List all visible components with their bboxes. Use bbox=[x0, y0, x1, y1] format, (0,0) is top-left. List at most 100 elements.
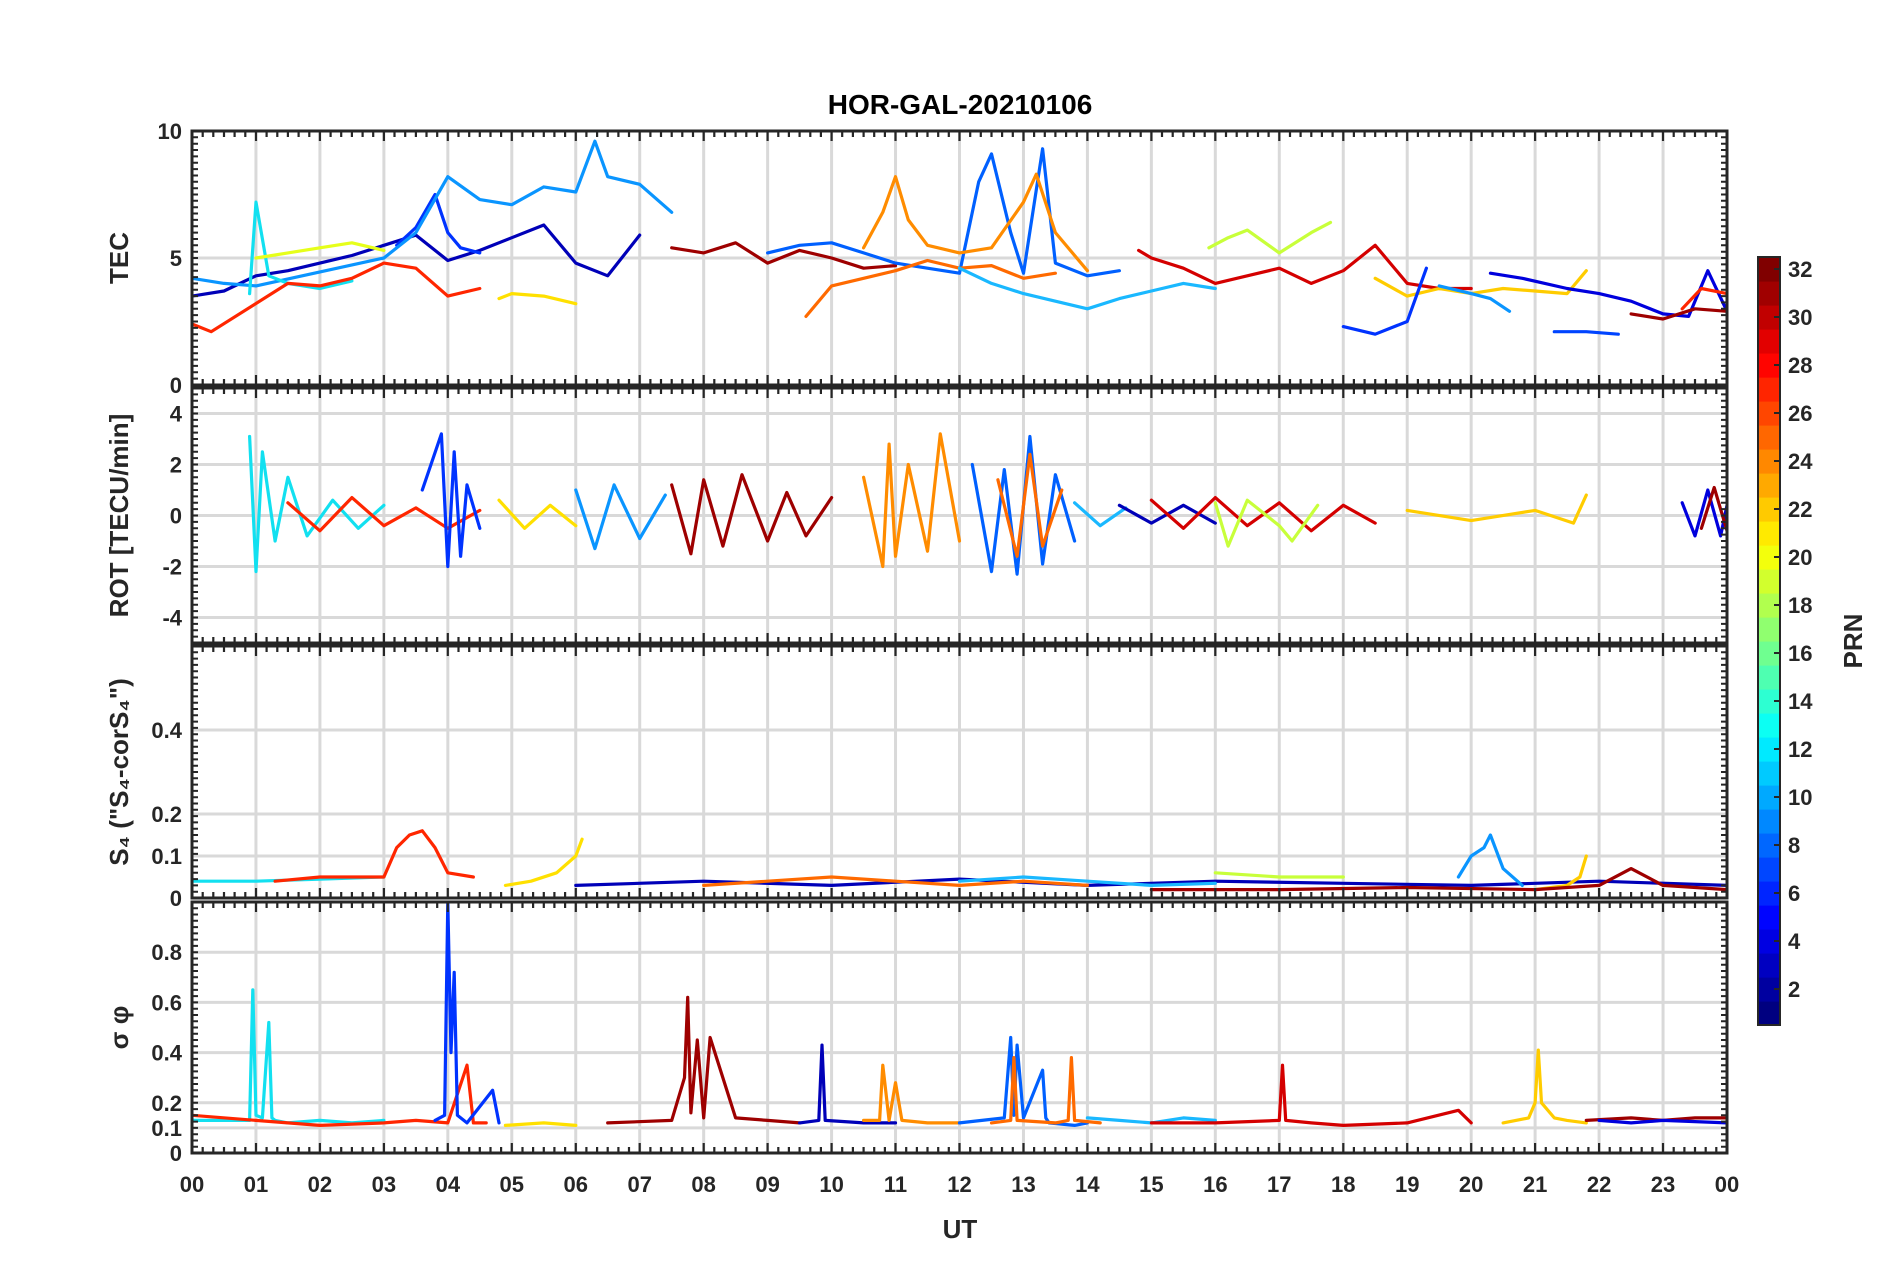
colorbar-segment bbox=[1758, 977, 1780, 1002]
colorbar-segment bbox=[1758, 569, 1780, 594]
series-prn-23 bbox=[861, 1063, 962, 1125]
y-minor-ticks bbox=[192, 645, 1727, 899]
series-prn-23 bbox=[861, 432, 962, 569]
colorbar-segment bbox=[1758, 353, 1780, 378]
colorbar-segment bbox=[1758, 713, 1780, 738]
colorbar-segment bbox=[1758, 857, 1780, 882]
series-prn-9 bbox=[574, 483, 667, 551]
series-prn-9 bbox=[192, 139, 674, 288]
series-prn-31 bbox=[1629, 307, 1727, 321]
colorbar-segment bbox=[1758, 929, 1780, 954]
y-tick-label: 0 bbox=[170, 504, 182, 529]
colorbar-segment bbox=[1758, 281, 1780, 306]
colorbar-tick-label: 28 bbox=[1788, 353, 1812, 378]
colorbar-tick-label: 16 bbox=[1788, 641, 1812, 666]
series-prn-27 bbox=[192, 1063, 488, 1128]
series-prn-12 bbox=[957, 875, 1217, 888]
series-prn-6 bbox=[1341, 266, 1429, 336]
colorbar-segment bbox=[1758, 545, 1780, 570]
colorbar-tick-label: 18 bbox=[1788, 593, 1812, 618]
colorbar-segment bbox=[1758, 1001, 1780, 1026]
colorbar-tick-label: 6 bbox=[1788, 881, 1800, 906]
colorbar-tick-label: 14 bbox=[1788, 689, 1813, 714]
traces bbox=[192, 829, 1727, 892]
y-tick-label: 4 bbox=[170, 402, 183, 427]
colorbar-segment bbox=[1758, 617, 1780, 642]
series-prn-10 bbox=[1437, 284, 1512, 313]
series-prn-31 bbox=[670, 473, 834, 556]
series-prn-3 bbox=[1488, 269, 1727, 318]
colorbar-tick-label: 22 bbox=[1788, 497, 1812, 522]
colorbar-tick-label: 4 bbox=[1788, 929, 1801, 954]
colorbar-segment bbox=[1758, 305, 1780, 330]
colorbar-tick-label: 32 bbox=[1788, 257, 1812, 282]
traces bbox=[192, 139, 1727, 336]
colorbar-segment bbox=[1758, 425, 1780, 450]
series-prn-9 bbox=[1456, 833, 1524, 888]
series-prn-21 bbox=[497, 498, 578, 530]
x-tick-label: 18 bbox=[1331, 1172, 1355, 1197]
panel-3: 0 0.1 0.2 0.4 S₄ ("S₄-corS₄") bbox=[104, 644, 1729, 911]
series-prn-18 bbox=[1213, 871, 1345, 879]
y-minor-ticks bbox=[192, 901, 1727, 1154]
y-tick-label: 0.2 bbox=[151, 1091, 182, 1116]
colorbar-segment bbox=[1758, 593, 1780, 618]
colorbar-label: PRN bbox=[1838, 614, 1868, 669]
series-prn-25 bbox=[804, 258, 1058, 318]
x-minor-ticks bbox=[190, 902, 1729, 1153]
x-tick-label: 13 bbox=[1011, 1172, 1035, 1197]
colorbar-tick-label: 26 bbox=[1788, 401, 1812, 426]
series-prn-19 bbox=[254, 241, 386, 260]
y-tick-label: 0.1 bbox=[151, 1116, 182, 1141]
x-tick-label: 17 bbox=[1267, 1172, 1291, 1197]
series-prn-29 bbox=[1136, 243, 1473, 291]
x-tick-label: 02 bbox=[308, 1172, 332, 1197]
series-prn-13 bbox=[192, 988, 386, 1125]
colorbar-segment bbox=[1758, 881, 1780, 906]
y-axis-label: S₄ ("S₄-corS₄") bbox=[104, 678, 134, 866]
colorbar-segment bbox=[1758, 737, 1780, 762]
x-tick-label: 22 bbox=[1587, 1172, 1611, 1197]
x-tick-label: 03 bbox=[372, 1172, 396, 1197]
series-prn-5 bbox=[1552, 330, 1620, 336]
colorbar-segment bbox=[1758, 401, 1780, 426]
series-prn-4 bbox=[395, 192, 482, 255]
x-minor-ticks bbox=[190, 646, 1729, 898]
colorbar-tick-label: 8 bbox=[1788, 833, 1800, 858]
x-tick-label: 00 bbox=[1715, 1172, 1739, 1197]
series-prn-13 bbox=[248, 434, 386, 574]
y-tick-label: 0 bbox=[170, 373, 182, 398]
traces bbox=[248, 432, 1727, 576]
series-prn-4 bbox=[420, 432, 482, 569]
x-tick-label: 19 bbox=[1395, 1172, 1419, 1197]
y-axis-label: ROT [TECU/min] bbox=[104, 414, 134, 618]
y-tick-label: 5 bbox=[170, 246, 182, 271]
series-prn-8 bbox=[765, 147, 1122, 278]
x-tick-label: 08 bbox=[691, 1172, 715, 1197]
y-tick-label: -2 bbox=[162, 555, 182, 580]
series-prn-31 bbox=[670, 241, 898, 270]
colorbar-tick-label: 10 bbox=[1788, 785, 1812, 810]
colorbar-segment bbox=[1758, 329, 1780, 354]
series-prn-12 bbox=[1072, 501, 1128, 528]
colorbar-segment bbox=[1758, 449, 1780, 474]
colorbar-frame bbox=[1757, 256, 1781, 1026]
x-tick-label: 21 bbox=[1523, 1172, 1547, 1197]
y-minor-ticks bbox=[192, 130, 1727, 386]
series-prn-27 bbox=[1680, 286, 1727, 311]
colorbar-segment bbox=[1758, 377, 1780, 402]
colorbar-segment bbox=[1758, 761, 1780, 786]
x-tick-label: 11 bbox=[884, 1172, 907, 1197]
series-prn-3 bbox=[1597, 1118, 1727, 1125]
series-prn-4 bbox=[433, 902, 501, 1125]
series-prn-23 bbox=[861, 172, 1090, 273]
colorbar-tick-label: 30 bbox=[1788, 305, 1812, 330]
series-prn-2 bbox=[574, 877, 1727, 888]
series-prn-31 bbox=[1149, 866, 1727, 892]
x-minor-ticks bbox=[190, 131, 1729, 385]
colorbar-segment bbox=[1758, 689, 1780, 714]
colorbar-segment bbox=[1758, 665, 1780, 690]
x-tick-label: 12 bbox=[947, 1172, 971, 1197]
